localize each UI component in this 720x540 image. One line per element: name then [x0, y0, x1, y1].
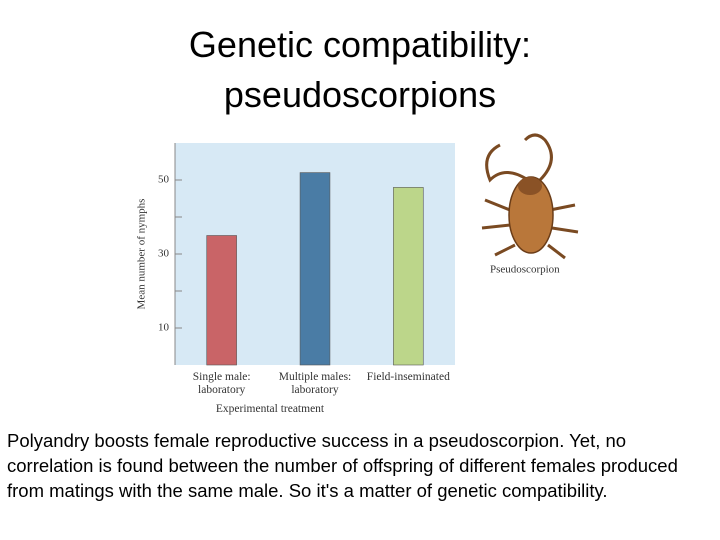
bar	[206, 235, 237, 366]
y-tick-label: 10	[158, 322, 170, 334]
y-tick-label: 30	[158, 248, 170, 260]
x-tick-label: Multiple males: laboratory	[278, 371, 352, 396]
figure-label: Pseudoscorpion	[490, 264, 560, 276]
bar	[299, 172, 331, 366]
pseudoscorpion-body	[508, 176, 554, 254]
pseudoscorpion-icon	[481, 133, 579, 260]
x-axis-label: Experimental treatment	[215, 403, 325, 415]
slide-title: Genetic compatibility: pseudoscorpions	[188, 24, 532, 115]
x-tick-label: Single male: laboratory	[192, 371, 251, 396]
y-axis-label: Mean number of nymphs	[136, 199, 148, 310]
x-tick-label: Field-inseminated	[366, 371, 450, 383]
pseudoscorpion-head	[518, 177, 542, 195]
bar	[393, 187, 424, 366]
body-text: Polyandry boosts female reproductive suc…	[7, 430, 678, 501]
y-tick-label: 50	[158, 174, 170, 186]
